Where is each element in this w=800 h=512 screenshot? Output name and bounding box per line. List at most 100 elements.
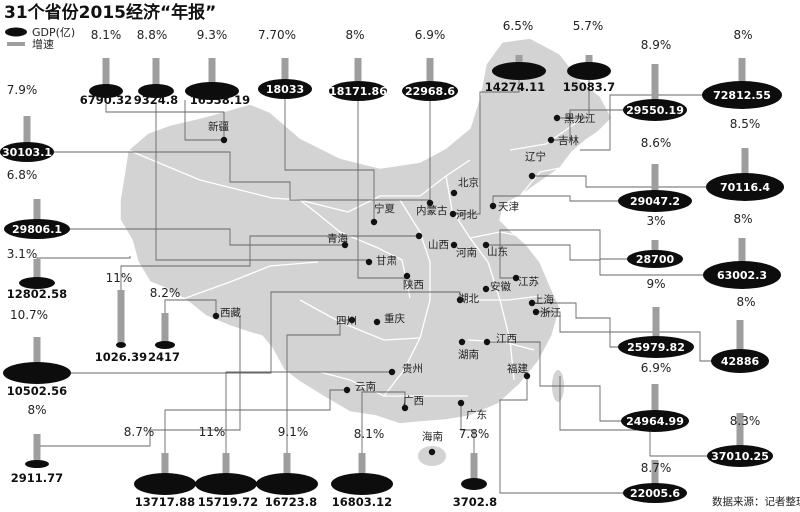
province-label: 辽宁 bbox=[525, 150, 546, 163]
growth-label: 7.8% bbox=[459, 427, 490, 441]
gdp-value-label: 37010.25 bbox=[711, 450, 769, 463]
growth-bar bbox=[152, 58, 160, 91]
mainland-outline bbox=[119, 37, 613, 425]
leader-line bbox=[184, 100, 224, 141]
province-dot bbox=[428, 448, 436, 456]
growth-bar bbox=[741, 148, 749, 187]
gdp-ellipse bbox=[627, 250, 683, 268]
gdp-ellipse bbox=[461, 478, 487, 490]
gdp-ellipse bbox=[402, 81, 458, 101]
growth-label: 3% bbox=[646, 214, 665, 228]
province-dot bbox=[388, 368, 396, 376]
china-map bbox=[119, 37, 613, 466]
growth-bar bbox=[652, 307, 660, 347]
leader-lines bbox=[36, 80, 711, 494]
gdp-ellipse bbox=[185, 82, 239, 100]
leader-line bbox=[486, 244, 703, 276]
gdp-ellipse bbox=[256, 473, 318, 495]
province-label: 吉林 bbox=[558, 134, 579, 147]
gdp-ellipse bbox=[258, 79, 312, 99]
chart-title: 31个省份2015经济“年报” bbox=[4, 2, 216, 23]
growth-bar bbox=[651, 164, 659, 201]
province-dot bbox=[482, 241, 490, 249]
gdp-value-label: 29806.1 bbox=[12, 223, 62, 236]
province-label: 青海 bbox=[327, 232, 348, 245]
gdp-ellipse bbox=[4, 219, 70, 239]
province-dot bbox=[348, 316, 356, 324]
leader-line bbox=[557, 80, 590, 119]
gdp-ellipse bbox=[711, 349, 769, 373]
growth-bar bbox=[33, 259, 41, 283]
growth-label: 9% bbox=[646, 277, 665, 291]
province-label: 西藏 bbox=[220, 307, 241, 319]
growth-label: 9.3% bbox=[197, 28, 228, 42]
province-dot bbox=[403, 272, 411, 280]
growth-bar bbox=[33, 434, 41, 464]
gdp-ellipse bbox=[623, 99, 687, 121]
province-dot bbox=[532, 308, 540, 316]
growth-label: 6.8% bbox=[7, 168, 38, 182]
leader-line bbox=[155, 104, 369, 261]
leader-line bbox=[286, 319, 352, 473]
gdp-value-label: 24964.99 bbox=[626, 415, 684, 428]
province-label: 广东 bbox=[466, 408, 487, 421]
province-label: 北京 bbox=[458, 176, 479, 189]
gdp-ellipse bbox=[623, 483, 687, 503]
province-label: 新疆 bbox=[208, 120, 229, 133]
gdp-value-label: 16723.8 bbox=[265, 495, 317, 509]
province-label: 甘肃 bbox=[376, 254, 397, 267]
province-label: 山西 bbox=[428, 239, 449, 251]
province-dot bbox=[483, 338, 491, 346]
province-dot bbox=[370, 218, 378, 226]
growth-label: 8% bbox=[733, 212, 752, 226]
leader-line bbox=[54, 151, 430, 201]
growth-bar bbox=[470, 453, 478, 484]
growth-bar bbox=[33, 337, 41, 373]
growth-label: 8.7% bbox=[124, 425, 155, 439]
gdp-callouts: 8.1% 6790.32 8.8% 9324.8 9.3% 16538.19 7.70% 18… bbox=[0, 19, 784, 509]
province-label: 内蒙古 bbox=[416, 204, 448, 217]
province-dot bbox=[456, 296, 464, 304]
gdp-value-label: 72812.55 bbox=[713, 89, 771, 102]
growth-label: 11% bbox=[199, 425, 226, 439]
leader-line bbox=[71, 291, 461, 374]
growth-label: 8% bbox=[345, 28, 364, 42]
province-label: 四川 bbox=[336, 315, 357, 327]
growth-label: 8.2% bbox=[150, 286, 181, 300]
province-dot bbox=[343, 386, 351, 394]
growth-bar bbox=[283, 453, 291, 484]
province-label: 广西 bbox=[403, 395, 424, 407]
province-dot bbox=[512, 274, 520, 282]
growth-label: 8.9% bbox=[641, 38, 672, 52]
growth-label: 7.9% bbox=[7, 83, 38, 97]
leader-line bbox=[536, 311, 711, 362]
growth-label: 3.1% bbox=[7, 247, 38, 261]
province-label: 江西 bbox=[496, 333, 517, 345]
gdp-value-label: 13717.88 bbox=[135, 495, 195, 509]
gdp-ellipse bbox=[703, 261, 781, 289]
gdp-value-label: 12802.58 bbox=[7, 287, 67, 301]
gdp-ellipse bbox=[138, 84, 174, 98]
gdp-ellipse bbox=[195, 473, 257, 495]
province-label: 海南 bbox=[422, 430, 443, 443]
gdp-ellipse bbox=[19, 277, 55, 289]
leader-line bbox=[492, 195, 618, 206]
growth-bar bbox=[208, 58, 216, 91]
growth-bar bbox=[426, 58, 434, 91]
gdp-ellipse bbox=[707, 445, 773, 467]
leader-line bbox=[357, 101, 407, 279]
province-dot bbox=[449, 210, 457, 218]
growth-label: 6.9% bbox=[641, 361, 672, 375]
growth-label: 11% bbox=[106, 271, 133, 285]
gdp-ellipse bbox=[134, 473, 196, 495]
gdp-value-label: 29550.19 bbox=[626, 104, 684, 117]
leader-line bbox=[532, 175, 706, 188]
growth-bar bbox=[651, 240, 659, 259]
province-dot bbox=[547, 136, 555, 144]
province-label: 山东 bbox=[487, 245, 508, 258]
gdp-value-label: 6790.32 bbox=[80, 93, 132, 107]
growth-label: 8% bbox=[736, 295, 755, 309]
growth-bar bbox=[117, 290, 125, 345]
province-dot bbox=[415, 232, 423, 240]
